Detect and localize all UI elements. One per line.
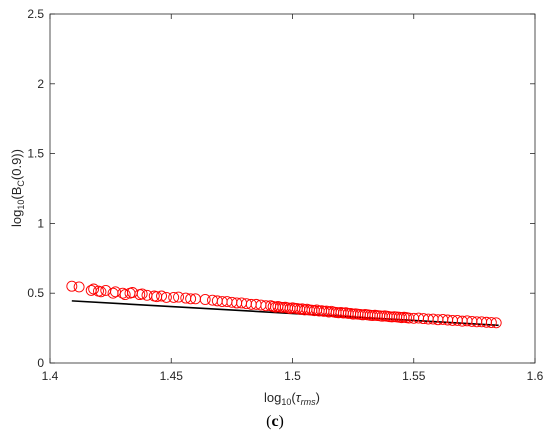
panel-label: c xyxy=(271,413,279,430)
x-tick-label: 1.5 xyxy=(284,369,301,383)
data-point xyxy=(156,290,168,302)
data-point xyxy=(173,291,184,303)
y-tick-label: 2.5 xyxy=(27,7,44,21)
data-point xyxy=(119,289,131,301)
data-point xyxy=(185,293,197,305)
x-tick-labels: 1.4 1.45 1.5 1.55 1.6 xyxy=(42,369,544,383)
x-tick-label: 1.4 xyxy=(42,369,59,383)
x-tick-label: 1.55 xyxy=(402,369,426,383)
y-tick-label: 1.5 xyxy=(27,147,44,161)
y-tick-labels: 0 0.5 1 1.5 2 2.5 xyxy=(27,7,44,370)
data-point xyxy=(110,286,121,298)
data-point xyxy=(95,286,107,298)
data-point xyxy=(485,317,497,328)
data-point xyxy=(66,280,78,292)
axis-ticks xyxy=(49,13,536,364)
y-tick-label: 0.5 xyxy=(27,286,44,300)
x-axis-label: log10(τrms) xyxy=(264,390,320,407)
data-point xyxy=(490,317,502,329)
y-tick-label: 2 xyxy=(37,77,44,91)
y-axis-label: log10(BC(0.9)) xyxy=(9,149,26,227)
data-point xyxy=(160,291,172,303)
scatter-markers xyxy=(66,280,502,329)
data-point xyxy=(199,294,211,305)
data-point xyxy=(73,281,85,293)
y-tick-label: 0 xyxy=(37,356,44,370)
panel-caption: (c) xyxy=(266,413,284,430)
x-tick-label: 1.6 xyxy=(527,369,544,383)
data-point xyxy=(168,291,180,303)
data-point xyxy=(88,283,100,295)
data-point xyxy=(136,288,148,300)
y-tick-label: 1 xyxy=(37,216,44,230)
x-tick-label: 1.45 xyxy=(160,369,184,383)
